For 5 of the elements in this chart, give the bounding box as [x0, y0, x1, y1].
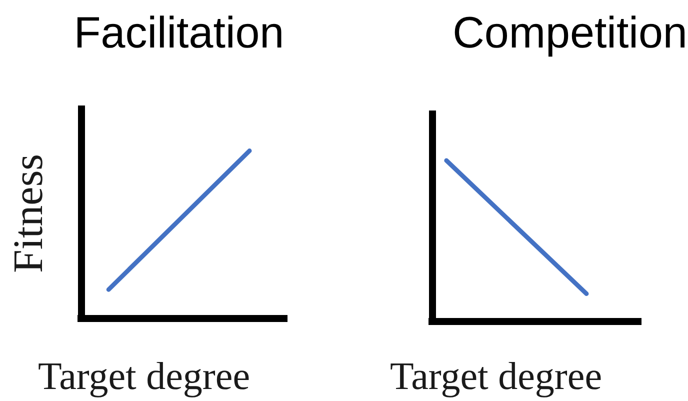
chart-title: Competition [452, 8, 688, 58]
x-axis-title: Target degree [390, 355, 602, 398]
x-axis-title: Target degree [38, 355, 250, 398]
chart-title: Facilitation [74, 8, 284, 58]
y-axis-title: Fitness [6, 154, 52, 274]
